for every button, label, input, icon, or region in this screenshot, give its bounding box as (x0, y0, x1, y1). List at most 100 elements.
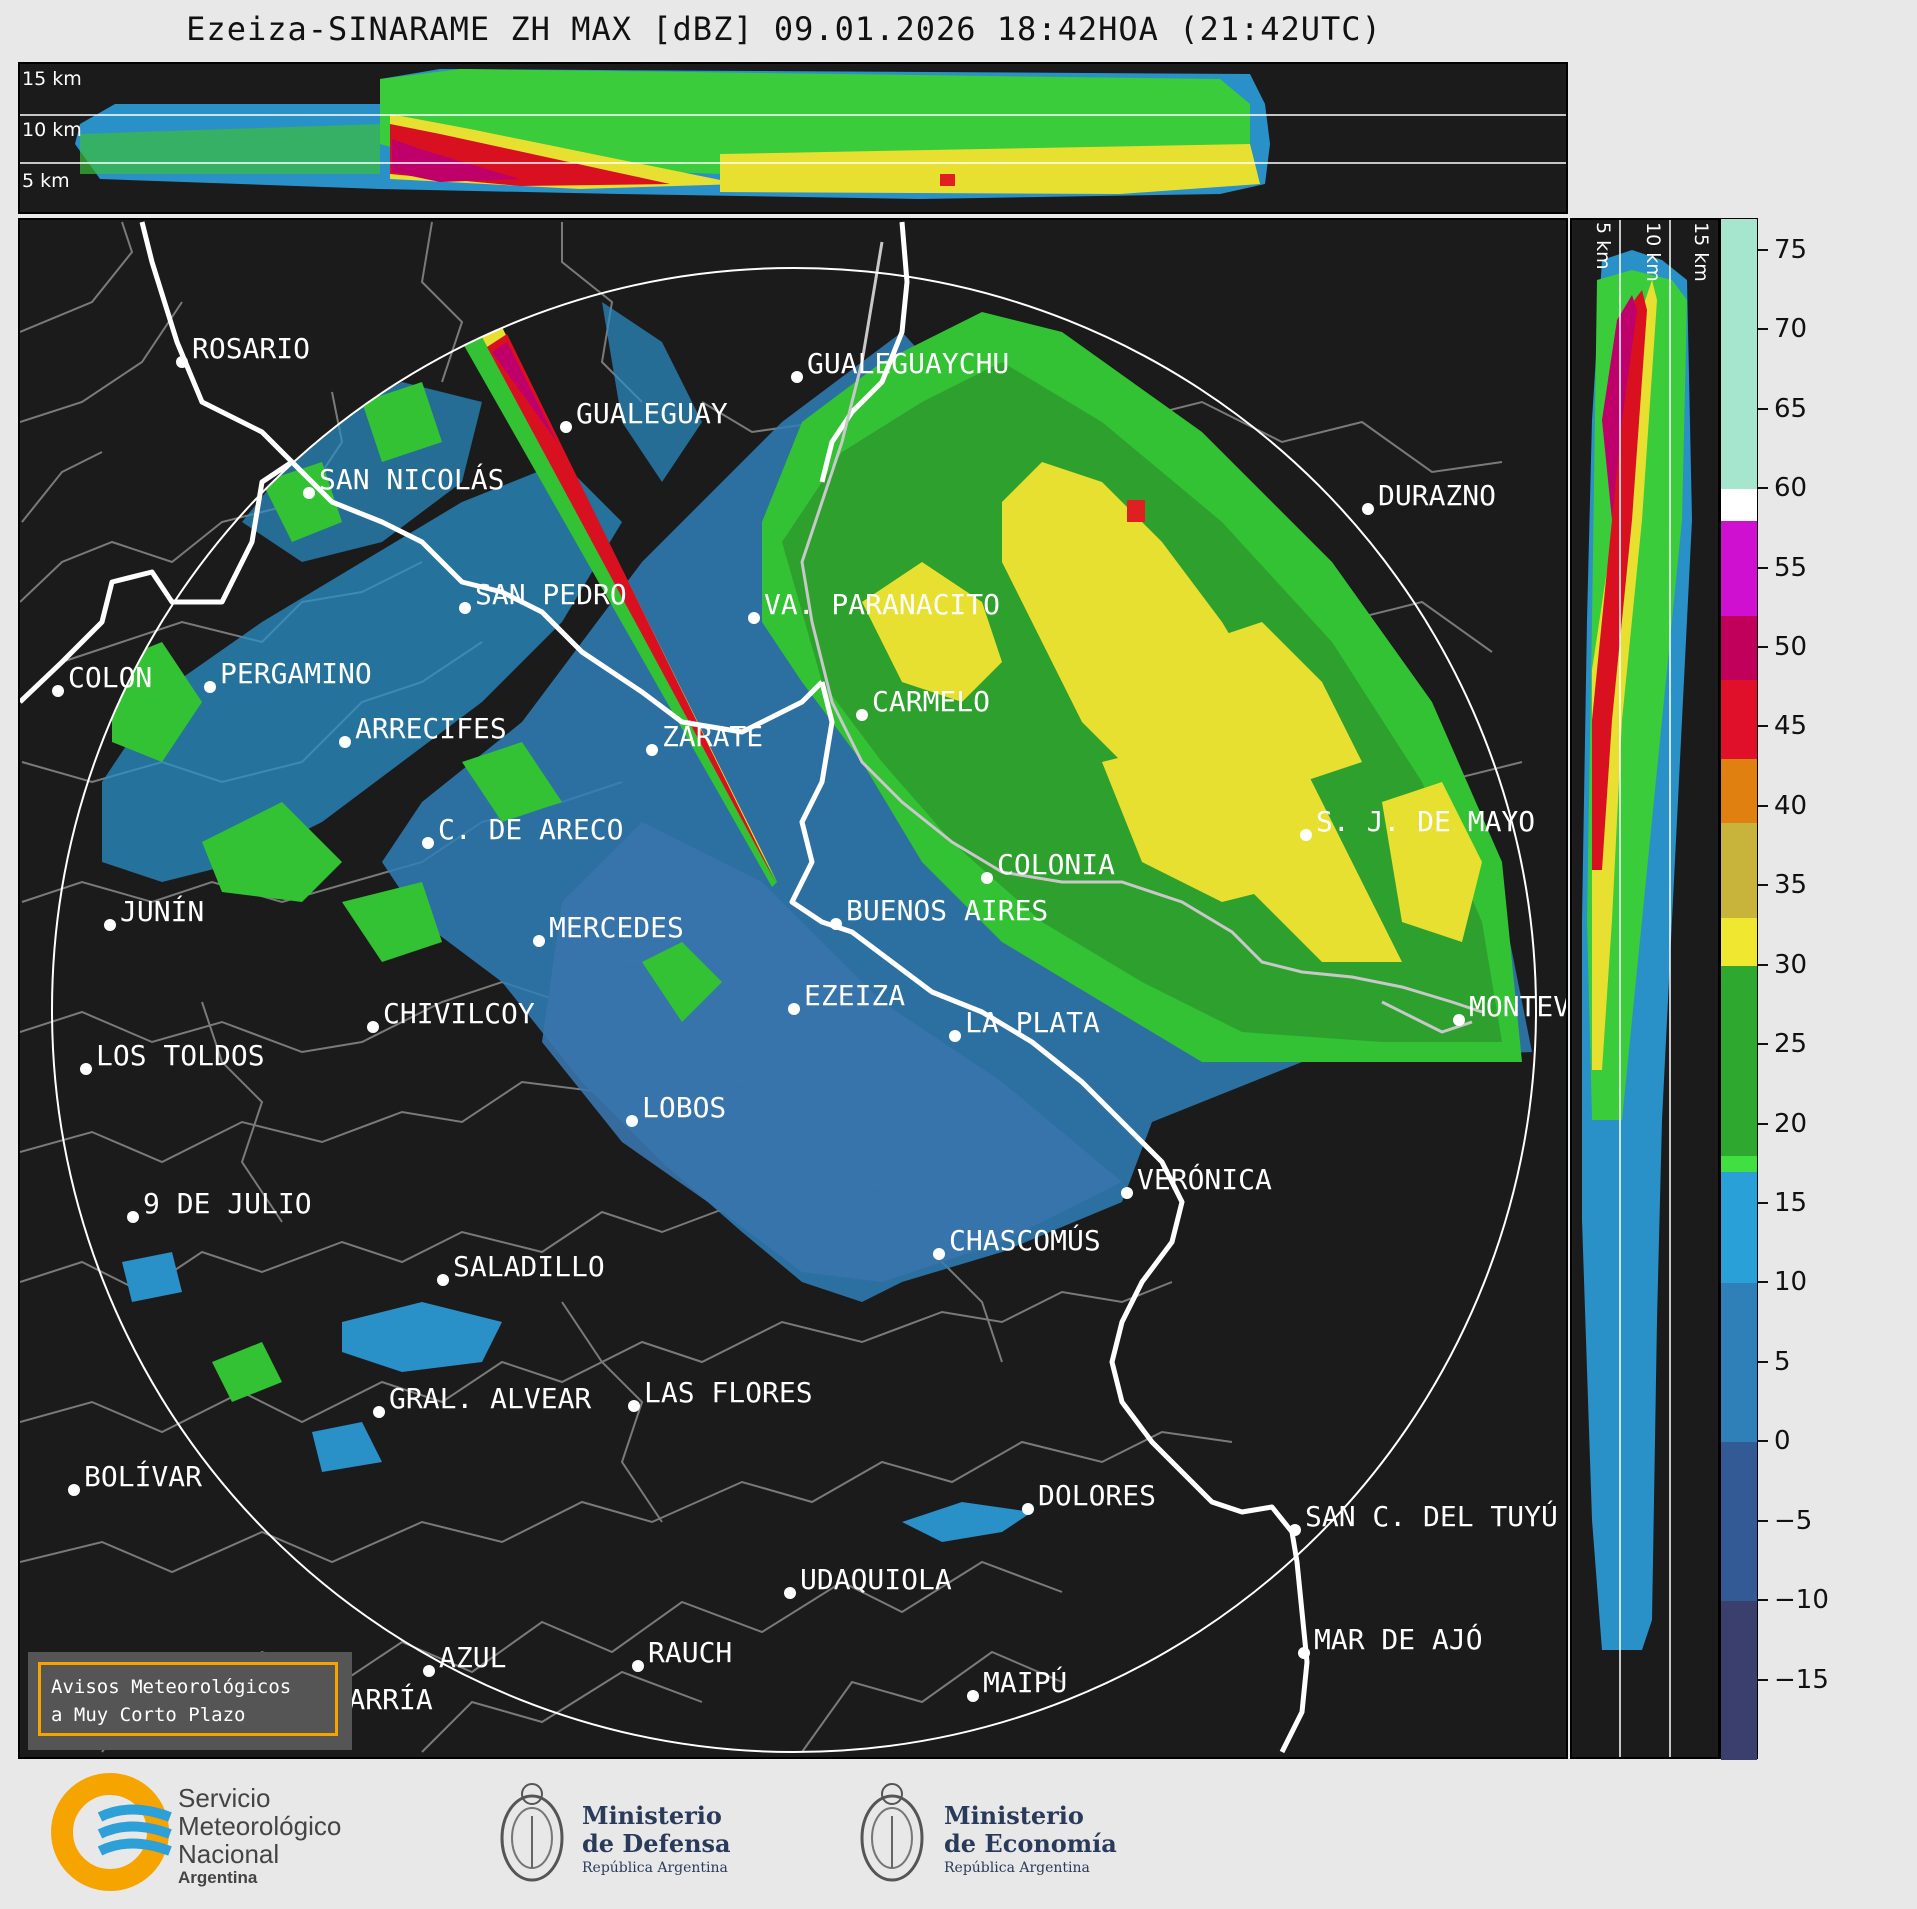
colorbar-segment (1721, 520, 1757, 617)
city-label: EZEIZA (804, 979, 906, 1012)
city-label: CHIVILCOY (383, 997, 535, 1030)
city-label: ZÁRATE (662, 720, 764, 753)
colorbar-tick-label: 5 (1774, 1346, 1791, 1377)
city-label: VA. PARANACITO (764, 588, 1001, 621)
city-marker (628, 1400, 640, 1412)
city-label: MONTEV (1469, 990, 1568, 1023)
city-label: ROSARIO (192, 332, 311, 365)
city-marker (560, 421, 572, 433)
colorbar-segment (1721, 1283, 1757, 1443)
city-label: DOLORES (1038, 1479, 1157, 1512)
legend-line-2: a Muy Corto Plazo (51, 1704, 246, 1726)
colorbar-tick (1758, 645, 1768, 648)
defensa-logo-text: Ministerio de Defensa República Argentin… (582, 1802, 731, 1878)
city-label: CHASCOMÚS (949, 1224, 1101, 1257)
colorbar-tick (1758, 963, 1768, 966)
radar-echoes (102, 302, 1532, 1542)
city-marker (127, 1211, 139, 1223)
top-alt-label-15km: 15 km (22, 68, 82, 90)
city-marker (788, 1003, 800, 1015)
smn-line-3: Nacional (178, 1839, 280, 1869)
top-cross-section-plot (20, 69, 1566, 199)
economia-seal-icon (860, 1783, 924, 1882)
top-alt-label-10km: 10 km (22, 119, 82, 141)
side-cross-section-plot (1582, 220, 1692, 1757)
colorbar-segment (1721, 1601, 1757, 1760)
city-label: RAUCH (648, 1636, 733, 1669)
city-marker (1300, 829, 1312, 841)
economia-line-2: de Economía (944, 1829, 1117, 1858)
city-label: SALADILLO (453, 1250, 605, 1283)
city-label: COLON (68, 661, 153, 694)
colorbar-tick-label: 20 (1774, 1108, 1808, 1139)
city-marker (1121, 1187, 1133, 1199)
city-marker (367, 1021, 379, 1033)
city-marker (748, 612, 760, 624)
colorbar-tick-label: 65 (1774, 393, 1808, 424)
colorbar-tick (1758, 1281, 1768, 1284)
city-marker (981, 872, 993, 884)
colorbar-segment (1721, 822, 1757, 918)
city-marker (830, 918, 842, 930)
city-marker (791, 371, 803, 383)
colorbar-tick-label: 15 (1774, 1187, 1808, 1218)
city-labels-layer: ROSARIO GUALEGUAYCHU GUALEGUAY SAN NICOLÁS D… (20, 220, 1566, 1757)
city-marker (1453, 1014, 1465, 1026)
colorbar-tick (1758, 725, 1768, 728)
city-label: LOS TOLDOS (96, 1039, 265, 1072)
city-marker (646, 744, 658, 756)
radar-map-panel: ROSARIO GUALEGUAYCHU GUALEGUAY SAN NICOLÁS D… (18, 218, 1568, 1759)
colorbar-segment (1721, 1442, 1757, 1602)
city-label: GRAL. ALVEAR (389, 1382, 592, 1415)
colorbar-tick (1758, 407, 1768, 410)
colorbar-tick (1758, 1122, 1768, 1125)
colorbar-segment (1721, 1156, 1757, 1173)
city-label: C. DE ARECO (438, 813, 624, 846)
colorbar-tick (1758, 804, 1768, 807)
colorbar-tick-label: 30 (1774, 949, 1808, 980)
colorbar-tick-label: 45 (1774, 711, 1808, 742)
city-marker (104, 919, 116, 931)
city-label: BUENOS AIRES (846, 894, 1049, 927)
footer-logos: Servicio Meteorológico Nacional Argentin… (0, 1762, 1917, 1909)
uruguay-coast (800, 241, 1483, 1034)
colorbar-tick (1758, 248, 1768, 251)
side-alt-label-10km: 10 km (1642, 222, 1664, 282)
city-label: CARMELO (872, 685, 991, 718)
colorbar-tick-label: −10 (1774, 1585, 1829, 1616)
colorbar-tick-label: 25 (1774, 1029, 1808, 1060)
coast-lines (20, 221, 1310, 1754)
colorbar-tick (1758, 328, 1768, 331)
colorbar-tick-label: 55 (1774, 552, 1808, 583)
colorbar-tick (1758, 1599, 1768, 1602)
city-marker (459, 602, 471, 614)
top-cross-section-panel: 15 km 10 km 5 km (18, 62, 1568, 214)
warning-legend-box: Avisos Meteorológicos a Muy Corto Plazo (28, 1652, 352, 1750)
colorbar-tick-label: 40 (1774, 790, 1808, 821)
city-marker (1298, 1647, 1310, 1659)
city-marker (68, 1484, 80, 1496)
city-marker (533, 935, 545, 947)
defensa-seal-icon (500, 1783, 564, 1882)
economia-line-1: Ministerio (944, 1801, 1084, 1830)
colorbar-tick-label: −5 (1774, 1505, 1813, 1536)
economia-line-3: República Argentina (944, 1860, 1090, 1876)
colorbar-tick-label: 10 (1774, 1267, 1808, 1298)
city-marker (626, 1115, 638, 1127)
colorbar-tick-label: 35 (1774, 870, 1808, 901)
city-marker (204, 681, 216, 693)
colorbar-tick-label: 0 (1774, 1426, 1791, 1457)
city-marker (422, 837, 434, 849)
smn-line-1: Servicio (178, 1783, 271, 1813)
city-marker (437, 1274, 449, 1286)
city-label: DURAZNO (1378, 479, 1497, 512)
colorbar-tick (1758, 1360, 1768, 1363)
smn-line-4: Argentina (178, 1868, 258, 1887)
colorbar-tick-label: 75 (1774, 234, 1808, 265)
city-label: JUNÍN (120, 895, 205, 928)
defensa-line-2: de Defensa (582, 1829, 731, 1858)
city-label: S. J. DE MAYO (1316, 805, 1536, 838)
city-label: LOBOS (642, 1091, 727, 1124)
range-ring (51, 267, 1537, 1753)
city-marker (176, 356, 188, 368)
